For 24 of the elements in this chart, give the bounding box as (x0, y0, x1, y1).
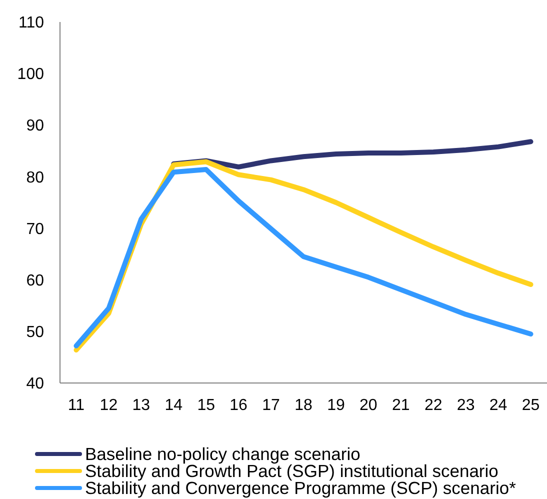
x-tick-label: 17 (262, 397, 280, 414)
x-tick-label: 21 (392, 397, 410, 414)
y-tick-label: 80 (26, 169, 44, 186)
x-tick-label: 13 (132, 397, 150, 414)
x-tick-label: 20 (360, 397, 378, 414)
y-tick-label: 50 (26, 324, 44, 342)
y-tick-label: 110 (18, 14, 44, 32)
x-tick-label: 18 (294, 397, 312, 414)
y-tick-label: 90 (26, 118, 44, 135)
x-tick-label: 11 (68, 397, 85, 414)
x-tick-label: 15 (197, 397, 216, 414)
y-tick-label: 60 (26, 272, 44, 290)
x-tick-label: 25 (522, 397, 540, 414)
y-tick-label: 70 (26, 220, 44, 238)
x-tick-label: 16 (230, 397, 248, 414)
legend-label: Baseline no-policy change scenario (85, 444, 360, 464)
x-tick-label: 14 (164, 397, 183, 414)
y-tick-label: 40 (26, 376, 44, 393)
x-tick-label: 12 (100, 397, 118, 414)
x-tick-label: 19 (327, 397, 345, 414)
y-tick-label: 100 (17, 66, 44, 84)
x-tick-label: 23 (456, 397, 475, 414)
x-tick-label: 24 (489, 397, 508, 414)
x-tick-label: 22 (424, 397, 442, 414)
